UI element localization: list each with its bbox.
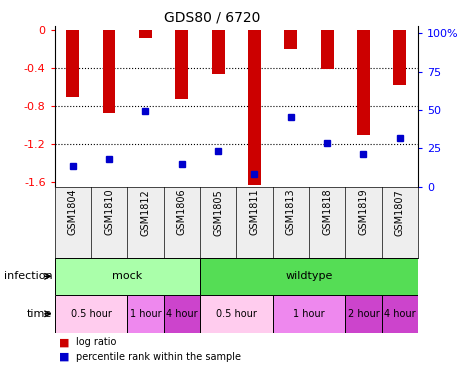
Text: ■: ■	[59, 337, 70, 347]
Bar	[200, 258, 418, 295]
Bar	[127, 295, 163, 333]
Text: 1 hour: 1 hour	[130, 309, 162, 319]
Bar	[381, 295, 418, 333]
Bar	[163, 295, 200, 333]
Text: 0.5 hour: 0.5 hour	[70, 309, 112, 319]
Text: GSM1812: GSM1812	[141, 189, 151, 236]
Text: 2 hour: 2 hour	[348, 309, 380, 319]
Bar	[212, 30, 225, 74]
Bar	[66, 30, 79, 97]
Text: GSM1804: GSM1804	[68, 189, 78, 235]
Text: ■: ■	[59, 352, 70, 362]
Bar	[55, 258, 200, 295]
Bar	[200, 295, 273, 333]
Bar	[248, 30, 261, 185]
Text: GSM1818: GSM1818	[322, 189, 332, 235]
Bar	[139, 30, 152, 38]
Bar	[55, 295, 127, 333]
Bar	[285, 30, 297, 49]
Text: 4 hour: 4 hour	[166, 309, 198, 319]
Text: wildtype: wildtype	[285, 271, 332, 281]
Text: GDS80 / 6720: GDS80 / 6720	[164, 11, 261, 25]
Bar	[357, 30, 370, 135]
Text: 1 hour: 1 hour	[293, 309, 325, 319]
Text: 0.5 hour: 0.5 hour	[216, 309, 257, 319]
Bar	[103, 30, 115, 113]
Text: time: time	[27, 309, 52, 319]
Text: mock: mock	[112, 271, 142, 281]
Text: GSM1811: GSM1811	[249, 189, 259, 235]
Text: infection: infection	[4, 271, 52, 281]
Text: GSM1810: GSM1810	[104, 189, 114, 235]
Text: GSM1819: GSM1819	[359, 189, 369, 235]
Text: GSM1806: GSM1806	[177, 189, 187, 235]
Text: GSM1805: GSM1805	[213, 189, 223, 236]
Text: percentile rank within the sample: percentile rank within the sample	[76, 352, 241, 362]
Bar	[273, 295, 345, 333]
Text: log ratio: log ratio	[76, 337, 116, 347]
Text: GSM1813: GSM1813	[286, 189, 296, 235]
Bar	[393, 30, 406, 85]
Text: GSM1807: GSM1807	[395, 189, 405, 236]
Bar	[345, 295, 381, 333]
Bar	[175, 30, 188, 98]
Text: 4 hour: 4 hour	[384, 309, 416, 319]
Bar	[321, 30, 333, 69]
